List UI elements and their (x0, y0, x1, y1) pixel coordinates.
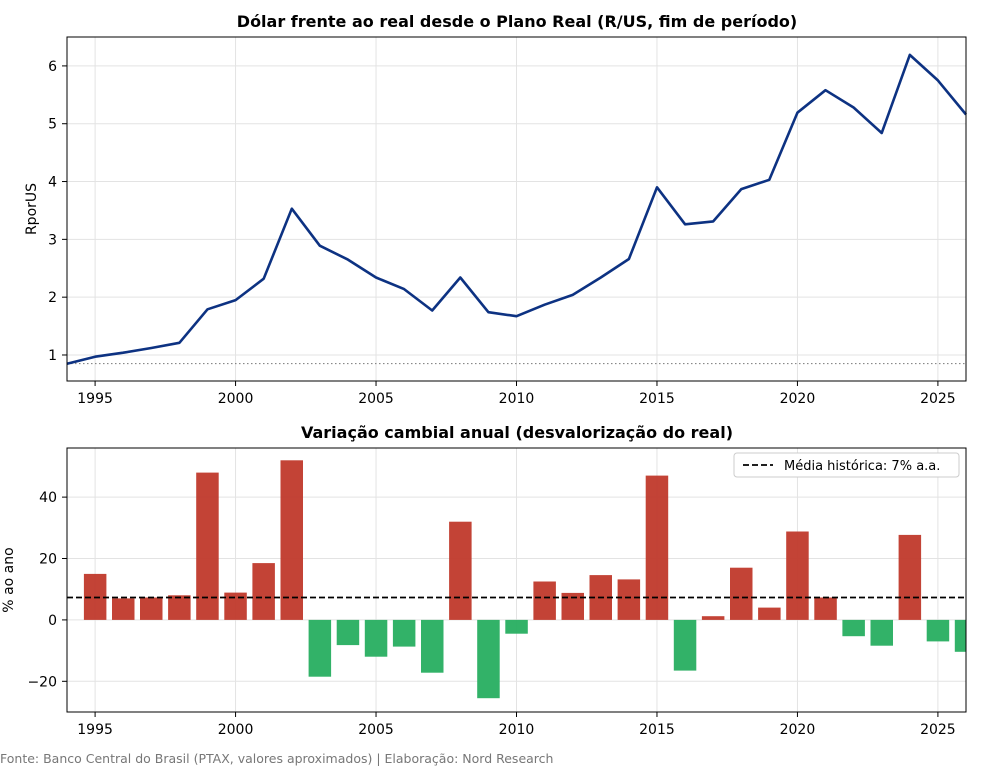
bar-1998 (168, 595, 191, 620)
top-grid (67, 37, 966, 381)
bar-2018 (730, 567, 753, 620)
bar-2011 (533, 581, 556, 620)
bar-1997 (140, 597, 163, 620)
top-x-tick-label: 2005 (358, 391, 394, 407)
top-y-ticks: 1 2 3 4 5 6 (48, 59, 67, 364)
top-y-axis-label: RporUS (24, 183, 40, 235)
top-series (66, 53, 968, 365)
annual-variation-bar-chart: Variação cambial anual (desvalorização d… (1, 423, 967, 738)
bar-2019 (758, 607, 781, 620)
top-x-ticks: 1995 2000 2005 2010 2015 2020 2025 (77, 381, 956, 407)
bar-2004 (336, 619, 360, 646)
top-x-tick-label: 2025 (920, 391, 956, 407)
bar-2014 (617, 579, 641, 620)
top-x-tick-label: 2020 (780, 391, 816, 407)
bottom-y-tick-label: −20 (27, 674, 57, 690)
top-x-tick-label: 2015 (639, 391, 675, 407)
bottom-x-ticks: 1995 2000 2005 2010 2015 2020 2025 (77, 712, 956, 738)
top-y-tick-label: 3 (48, 232, 57, 248)
bar-2022 (842, 619, 865, 637)
bar-2000 (224, 592, 247, 620)
top-x-tick-label: 1995 (77, 391, 113, 407)
bar-2026 (954, 619, 966, 652)
bottom-x-tick-label: 2020 (780, 722, 816, 738)
bar-2023 (870, 619, 893, 646)
bar-2009 (477, 619, 500, 699)
bottom-x-tick-label: 2005 (358, 722, 394, 738)
top-y-tick-label: 1 (48, 348, 57, 364)
bar-2012 (561, 592, 584, 620)
bottom-y-tick-label: 40 (39, 490, 57, 506)
legend-label: Média histórica: 7% a.a. (784, 459, 940, 474)
bottom-x-tick-label: 1995 (77, 722, 113, 738)
bar-2021 (814, 597, 837, 620)
bottom-x-tick-label: 2010 (499, 722, 535, 738)
bar-2008 (449, 521, 472, 620)
bar-2016 (673, 619, 697, 671)
top-y-tick-label: 2 (48, 290, 57, 306)
top-chart-title: Dólar frente ao real desde o Plano Real … (237, 12, 797, 31)
bottom-bars (83, 460, 966, 699)
top-y-tick-label: 6 (48, 59, 57, 75)
bar-2010 (505, 619, 528, 634)
legend: Média histórica: 7% a.a. (733, 452, 960, 478)
bar-2001 (252, 563, 275, 620)
bottom-y-axis-label: % ao ano (1, 547, 17, 612)
bottom-y-tick-label: 20 (39, 552, 57, 568)
bottom-y-ticks: −20 0 20 40 (27, 490, 67, 690)
bar-1996 (112, 598, 135, 620)
bottom-x-tick-label: 2000 (218, 722, 254, 738)
bar-2020 (786, 531, 809, 620)
bottom-x-tick-label: 2025 (920, 722, 956, 738)
bar-2006 (392, 619, 416, 647)
top-y-tick-label: 5 (48, 117, 57, 133)
bottom-x-tick-label: 2015 (639, 722, 675, 738)
top-y-tick-label: 4 (48, 175, 57, 191)
top-x-tick-label: 2000 (218, 391, 254, 407)
source-footer: Fonte: Banco Central do Brasil (PTAX, va… (0, 751, 553, 766)
bar-2015 (645, 475, 669, 620)
bottom-chart-title: Variação cambial anual (desvalorização d… (301, 423, 733, 442)
bar-2002 (280, 460, 303, 620)
bottom-y-tick-label: 0 (48, 613, 57, 629)
exchange-rate-line-chart: Dólar frente ao real desde o Plano Real … (24, 12, 968, 407)
bar-2017 (701, 616, 725, 620)
bar-1999 (196, 472, 219, 620)
bar-2005 (364, 619, 388, 657)
top-x-tick-label: 2010 (499, 391, 535, 407)
bar-2003 (308, 619, 332, 677)
legend-box (733, 452, 960, 478)
bar-2024 (898, 534, 922, 620)
bar-2025 (926, 619, 950, 642)
bar-2007 (421, 619, 444, 673)
usd-brl-series-line (66, 53, 968, 365)
